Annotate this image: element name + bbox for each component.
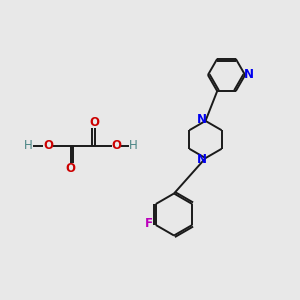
Text: O: O xyxy=(43,139,53,152)
Text: N: N xyxy=(197,153,207,166)
Text: H: H xyxy=(129,139,138,152)
Text: H: H xyxy=(24,139,33,152)
Text: O: O xyxy=(111,139,122,152)
Text: O: O xyxy=(89,116,100,130)
Text: N: N xyxy=(197,113,207,126)
Text: F: F xyxy=(145,217,153,230)
Text: N: N xyxy=(244,68,254,82)
Text: O: O xyxy=(65,161,76,175)
